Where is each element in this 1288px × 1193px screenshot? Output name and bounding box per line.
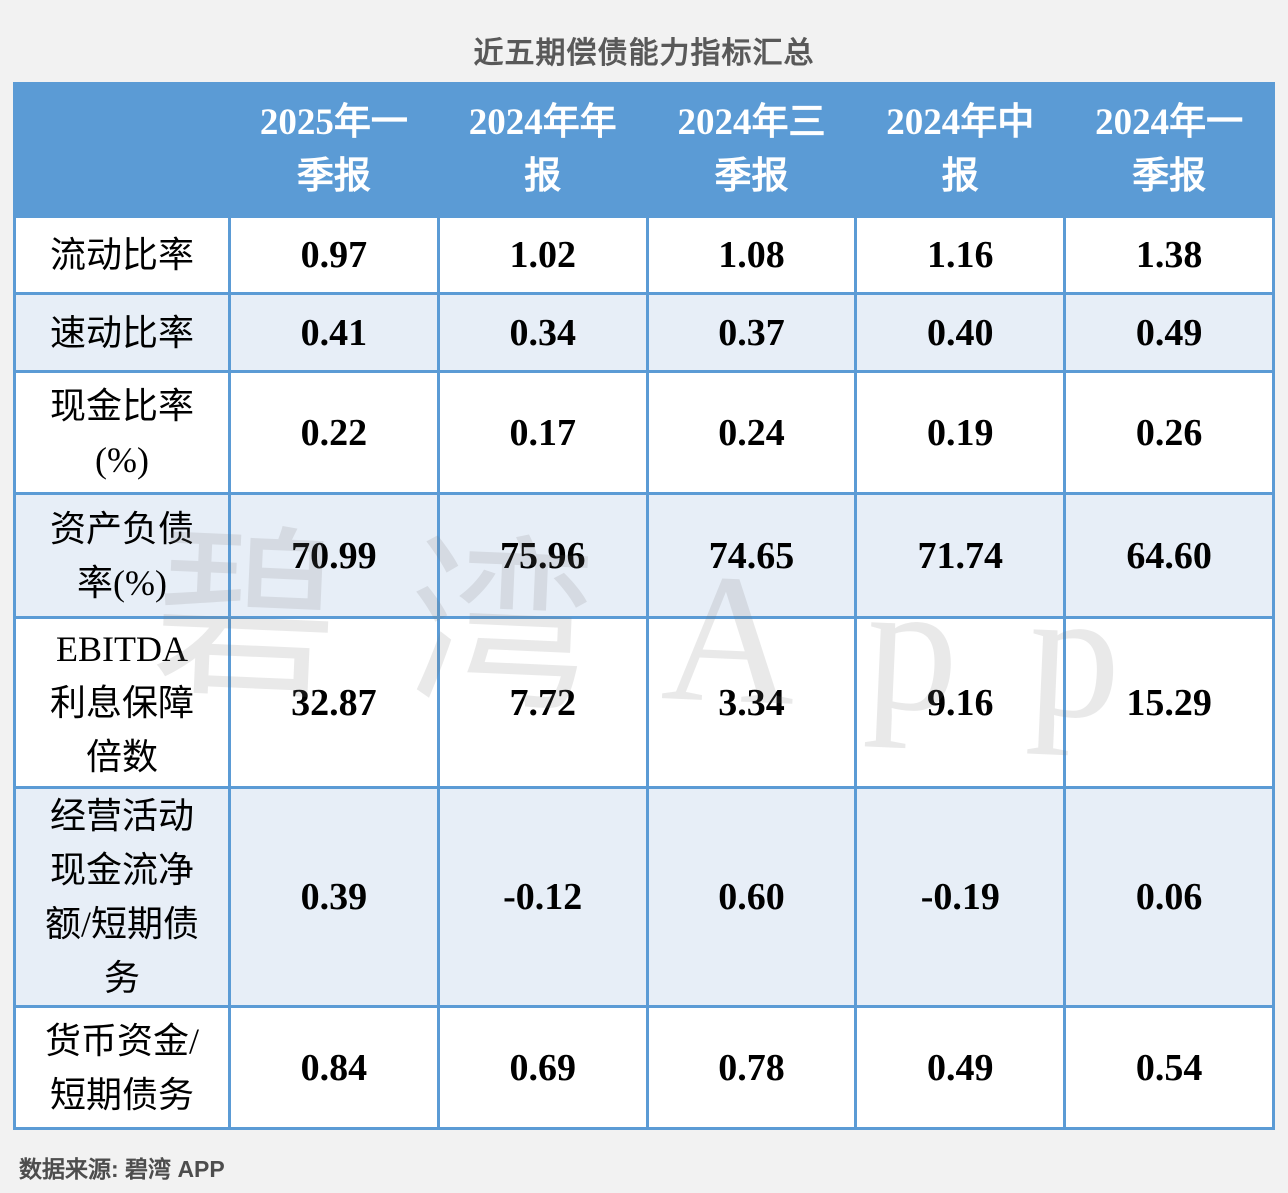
cell-value: 0.24 (645, 370, 858, 495)
data-source: 数据来源: 碧湾 APP (19, 1156, 225, 1182)
cell-value: 0.84 (228, 1005, 440, 1130)
solvency-table: 2025年一 季报 2024年年 报 2024年三 季报 2024年中 报 20… (13, 82, 1275, 1130)
header-period-5: 2024年一 季报 (1063, 82, 1275, 218)
page-title: 近五期偿债能力指标汇总 (473, 37, 815, 70)
table-row: 资产负债 率(%) 70.99 75.96 74.65 71.74 64.60 (13, 492, 1275, 619)
cell-value: 1.02 (436, 215, 649, 295)
row-label: 流动比率 (13, 215, 231, 295)
cell-value: 7.72 (436, 616, 649, 789)
header-period-2: 2024年年 报 (436, 82, 649, 218)
cell-value: 70.99 (228, 492, 440, 619)
row-label: EBITDA 利息保障 倍数 (13, 616, 231, 789)
cell-value: 0.19 (854, 370, 1067, 495)
cell-value: 71.74 (854, 492, 1067, 619)
cell-value: 1.38 (1063, 215, 1275, 295)
table-row: 速动比率 0.41 0.34 0.37 0.40 0.49 (13, 292, 1275, 373)
cell-value: 0.37 (645, 292, 858, 373)
header-period-4: 2024年中 报 (854, 82, 1067, 218)
cell-value: 75.96 (436, 492, 649, 619)
cell-value: 15.29 (1063, 616, 1275, 789)
header-blank-cell (13, 82, 231, 218)
table-wrap: 2025年一 季报 2024年年 报 2024年三 季报 2024年中 报 20… (13, 82, 1275, 1130)
header-period-3: 2024年三 季报 (645, 82, 858, 218)
cell-value: 0.22 (228, 370, 440, 495)
row-label: 资产负债 率(%) (13, 492, 231, 619)
cell-value: 0.78 (645, 1005, 858, 1130)
row-label: 经营活动 现金流净 额/短期债 务 (13, 786, 231, 1008)
cell-value: 0.54 (1063, 1005, 1275, 1130)
table-row: 流动比率 0.97 1.02 1.08 1.16 1.38 (13, 215, 1275, 295)
cell-value: 3.34 (645, 616, 858, 789)
cell-value: 0.40 (854, 292, 1067, 373)
cell-value: 0.60 (645, 786, 858, 1008)
row-label: 现金比率 (%) (13, 370, 231, 495)
cell-value: 0.17 (436, 370, 649, 495)
cell-value: 0.69 (436, 1005, 649, 1130)
cell-value: 0.41 (228, 292, 440, 373)
cell-value: 1.16 (854, 215, 1067, 295)
cell-value: 0.39 (228, 786, 440, 1008)
cell-value: 0.49 (1063, 292, 1275, 373)
cell-value: -0.12 (436, 786, 649, 1008)
cell-value: 0.49 (854, 1005, 1067, 1130)
table-row: EBITDA 利息保障 倍数 32.87 7.72 3.34 9.16 15.29 (13, 616, 1275, 789)
row-label: 速动比率 (13, 292, 231, 373)
row-label: 货币资金/ 短期债务 (13, 1005, 231, 1130)
cell-value: 0.26 (1063, 370, 1275, 495)
cell-value: 64.60 (1063, 492, 1275, 619)
cell-value: 9.16 (854, 616, 1067, 789)
cell-value: 0.06 (1063, 786, 1275, 1008)
cell-value: 1.08 (645, 215, 858, 295)
header-period-1: 2025年一 季报 (228, 82, 440, 218)
cell-value: 0.34 (436, 292, 649, 373)
table-body: 流动比率 0.97 1.02 1.08 1.16 1.38 速动比率 0.41 0.34 0.37… (13, 215, 1275, 1130)
table-row: 现金比率 (%) 0.22 0.17 0.24 0.19 0.26 (13, 370, 1275, 495)
table-row: 经营活动 现金流净 额/短期债 务 0.39 -0.12 0.60 -0.19 0.06 (13, 786, 1275, 1008)
header-row: 2025年一 季报 2024年年 报 2024年三 季报 2024年中 报 20… (13, 82, 1275, 218)
table-row: 货币资金/ 短期债务 0.84 0.69 0.78 0.49 0.54 (13, 1005, 1275, 1130)
cell-value: -0.19 (854, 786, 1067, 1008)
cell-value: 0.97 (228, 215, 440, 295)
cell-value: 32.87 (228, 616, 440, 789)
cell-value: 74.65 (645, 492, 858, 619)
